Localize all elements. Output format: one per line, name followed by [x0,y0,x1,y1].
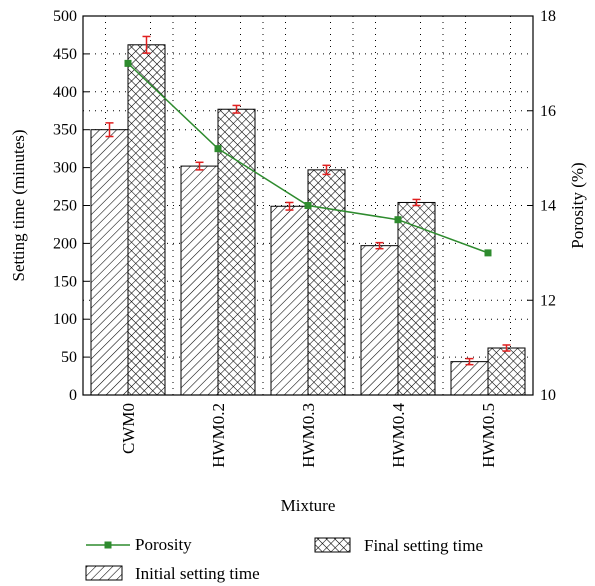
y-tick-label: 300 [53,160,77,177]
legend-initial-swatch [85,565,123,581]
porosity-marker [124,59,132,67]
legend-porosity-marker [104,541,112,549]
y-tick-label: 150 [53,273,77,290]
porosity-line [124,59,492,257]
legend: Porosity Final setting time Initial settin… [85,535,483,583]
y-tick-label: 0 [69,387,77,404]
axes: 0 50 100 150 200 250 300 350 400 450 500 10 12 14 16 18… [9,8,587,515]
initial-setting-bar [180,165,219,396]
y-tick-label: 250 [53,198,77,215]
y2-tick-label: 14 [540,198,556,215]
y-tick-label: 100 [53,311,77,328]
final-setting-bar [217,108,256,396]
y2-tick-label: 16 [540,103,556,120]
y-tick-label: 400 [53,84,77,101]
final-setting-bar [397,201,436,396]
y2-tick-label: 10 [540,387,556,404]
final-setting-bar [127,44,166,396]
y-tick-label: 450 [53,46,77,63]
final-setting-bar [487,347,526,396]
porosity-marker [394,216,402,224]
y-tick-label: 350 [53,122,77,139]
x-tick-label: HWM0.4 [389,403,408,468]
legend-final-label: Final setting time [364,536,483,555]
x-tick-label: HWM0.2 [209,403,228,468]
x-tick-label: HWM0.5 [479,403,498,468]
x-tick-label: HWM0.3 [299,403,318,468]
final-setting-bar [307,169,346,396]
legend-porosity-label: Porosity [135,535,192,554]
porosity-marker [304,202,312,209]
initial-setting-bar [270,205,309,396]
initial-setting-bar [450,361,489,396]
y2-tick-label: 12 [540,292,556,309]
y-tick-label: 50 [61,349,77,366]
bars [90,44,526,396]
y-axis-title: Setting time (minutes) [9,129,28,281]
y-tick-label: 200 [53,235,77,252]
porosity-marker [484,249,492,257]
legend-initial-label: Initial setting time [135,564,260,583]
y-tick-label: 500 [53,8,77,25]
initial-setting-bar [90,129,129,396]
porosity-marker [214,145,222,153]
x-axis-title: Mixture [281,496,336,515]
y2-axis-title: Porosity (%) [568,162,587,248]
error-bars [105,35,511,366]
legend-final-swatch [314,537,351,553]
x-tick-label: CWM0 [119,403,138,454]
initial-setting-bar [360,245,399,396]
y2-tick-label: 18 [540,8,556,25]
